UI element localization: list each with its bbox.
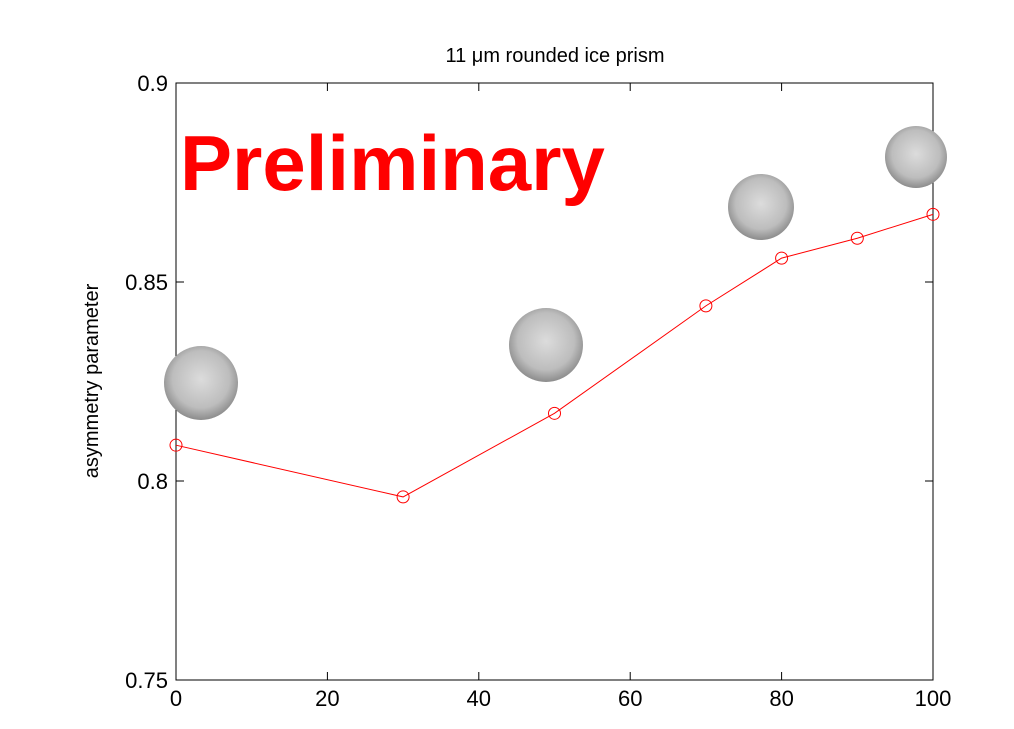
chart: 11 μm rounded ice prism asymmetry parame… (0, 0, 1014, 729)
particle-image (728, 174, 794, 240)
chart-title: 11 μm rounded ice prism (445, 45, 664, 67)
x-tick-label: 40 (467, 686, 491, 711)
particle-image (509, 308, 583, 382)
x-tick-label: 100 (915, 686, 952, 711)
x-tick-label: 0 (170, 686, 182, 711)
y-axis-label: asymmetry parameter (81, 283, 103, 478)
annotation: Preliminary (180, 119, 605, 207)
y-tick-label: 0.8 (137, 469, 168, 494)
x-tick-label: 20 (315, 686, 339, 711)
y-tick-label: 0.85 (125, 270, 168, 295)
y-tick-label: 0.9 (137, 71, 168, 96)
particle-image (885, 126, 947, 188)
y-tick-label: 0.75 (125, 668, 168, 693)
x-tick-label: 80 (769, 686, 793, 711)
x-tick-label: 60 (618, 686, 642, 711)
particle-image (164, 346, 238, 420)
page: {"chart_data": {"type": "line", "title":… (0, 0, 1014, 729)
